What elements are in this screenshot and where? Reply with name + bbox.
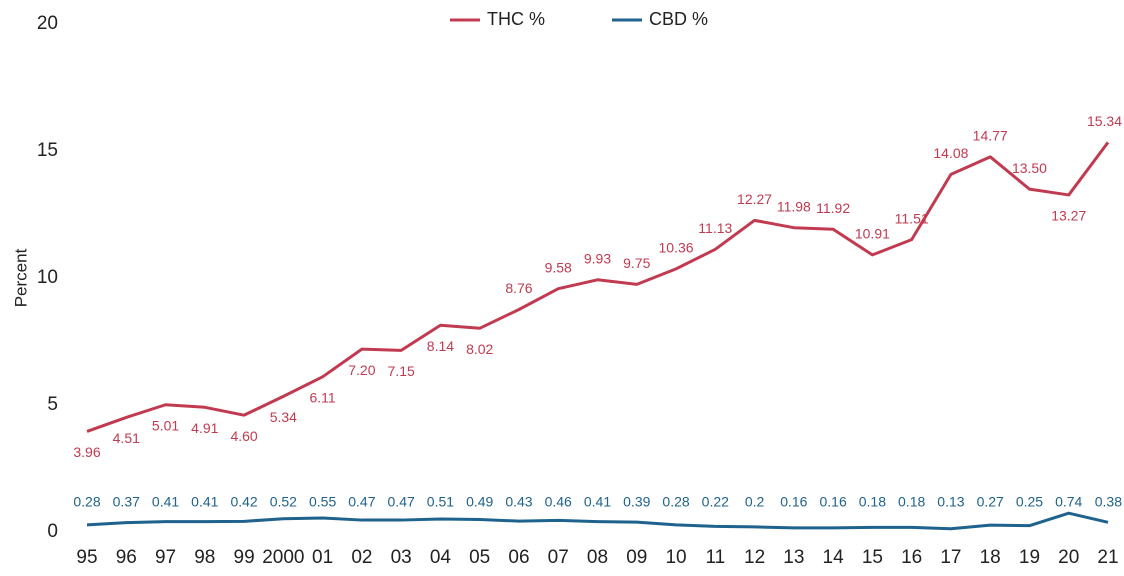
data-label: 8.14 [427, 338, 454, 354]
data-label: 12.27 [737, 191, 772, 207]
data-label: 9.58 [545, 259, 572, 275]
data-label: 0.51 [427, 494, 454, 510]
data-label: 11.51 [895, 210, 929, 226]
data-label: 13.27 [1051, 208, 1086, 224]
x-tick-label: 13 [783, 547, 804, 568]
data-label: 0.55 [309, 494, 336, 510]
legend-label: CBD % [649, 9, 708, 29]
x-tick-label: 2000 [262, 547, 304, 568]
data-label: 0.28 [662, 494, 689, 510]
data-label: 9.93 [584, 250, 611, 266]
data-label: 4.60 [230, 428, 257, 444]
x-tick-label: 17 [940, 547, 961, 568]
data-label: 0.74 [1055, 494, 1082, 510]
y-tick-label: 10 [37, 267, 58, 288]
x-tick-label: 02 [351, 547, 372, 568]
data-label: 11.13 [698, 220, 732, 236]
y-tick-label: 20 [37, 13, 58, 34]
y-axis-label: Percent [11, 248, 30, 307]
data-label: 9.75 [623, 255, 650, 271]
x-tick-label: 07 [548, 547, 569, 568]
data-label: 10.36 [659, 240, 694, 256]
data-label: 0.25 [1016, 494, 1043, 510]
data-label: 0.28 [73, 494, 100, 510]
data-label: 0.16 [780, 494, 807, 510]
y-tick-label: 5 [47, 394, 58, 415]
data-label: 0.42 [230, 494, 257, 510]
data-label: 0.38 [1095, 494, 1122, 510]
x-tick-label: 05 [469, 547, 490, 568]
x-tick-label: 95 [76, 547, 97, 568]
data-label: 0.46 [545, 494, 572, 510]
data-label: 0.41 [152, 494, 179, 510]
x-tick-label: 08 [587, 547, 608, 568]
data-label: 0.37 [113, 494, 140, 510]
data-label: 8.76 [505, 280, 532, 296]
x-tick-label: 18 [980, 547, 1001, 568]
data-label: 0.41 [584, 494, 611, 510]
x-tick-label: 11 [705, 547, 725, 568]
x-tick-label: 03 [391, 547, 412, 568]
data-label: 11.98 [777, 198, 811, 214]
data-label: 14.08 [933, 145, 968, 161]
x-tick-label: 14 [823, 547, 845, 568]
data-label: 5.01 [152, 417, 179, 433]
data-label: 5.34 [270, 409, 297, 425]
data-label: 7.20 [348, 362, 375, 378]
x-tick-label: 10 [665, 547, 686, 568]
data-label: 0.52 [270, 494, 297, 510]
data-label: 0.39 [623, 494, 650, 510]
legend-label: THC % [487, 9, 545, 29]
y-tick-label: 15 [37, 140, 58, 161]
data-label: 0.16 [819, 494, 846, 510]
x-tick-label: 04 [430, 547, 452, 568]
x-tick-label: 99 [234, 547, 255, 568]
x-tick-label: 20 [1058, 547, 1079, 568]
x-tick-label: 97 [155, 547, 176, 568]
data-label: 7.15 [388, 363, 415, 379]
y-tick-label: 0 [47, 521, 58, 542]
x-tick-label: 09 [626, 547, 647, 568]
data-label: 0.49 [466, 494, 493, 510]
series-line [86, 511, 1109, 531]
data-label: 13.50 [1012, 160, 1047, 176]
series-line [86, 141, 1110, 433]
data-label: 0.18 [859, 494, 886, 510]
x-tick-label: 19 [1019, 547, 1040, 568]
data-label: 0.47 [388, 494, 415, 510]
data-label: 0.47 [348, 494, 375, 510]
x-tick-label: 15 [862, 547, 883, 568]
data-label: 0.13 [937, 494, 964, 510]
x-tick-label: 16 [901, 547, 922, 568]
x-tick-label: 98 [194, 547, 215, 568]
data-label: 6.11 [310, 390, 336, 406]
data-label: 10.91 [855, 226, 890, 242]
data-label: 11.92 [816, 200, 850, 216]
x-tick-label: 96 [116, 547, 137, 568]
data-label: 14.77 [973, 128, 1008, 144]
data-label: 4.51 [113, 430, 140, 446]
x-tick-label: 06 [508, 547, 529, 568]
data-label: 15.34 [1087, 113, 1122, 129]
data-label: 0.22 [702, 494, 729, 510]
data-label: 4.91 [191, 420, 218, 436]
data-label: 3.96 [73, 444, 100, 460]
data-label: 0.43 [505, 494, 532, 510]
data-label: 8.02 [466, 341, 493, 357]
data-label: 0.2 [745, 494, 765, 510]
x-tick-label: 01 [312, 547, 333, 568]
data-label: 0.27 [977, 494, 1004, 510]
data-label: 0.41 [191, 494, 218, 510]
x-tick-label: 12 [744, 547, 765, 568]
x-tick-label: 21 [1097, 547, 1118, 568]
data-label: 0.18 [898, 494, 925, 510]
